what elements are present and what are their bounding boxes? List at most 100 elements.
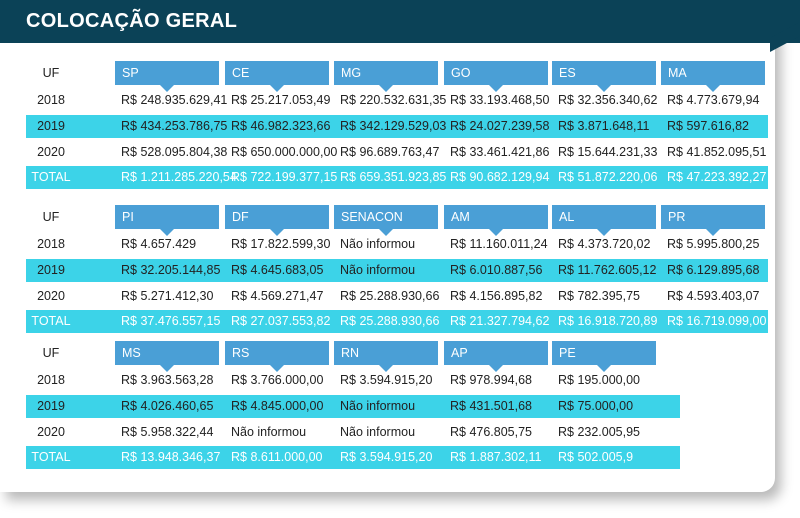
table-cell: R$ 5.995.800,25	[667, 237, 760, 251]
table-cell: R$ 4.569.271,47	[231, 289, 324, 303]
table-row: 2020 R$ 5.958.322,44 Não informou Não infor…	[26, 421, 680, 444]
table-cell: R$ 5.958.322,44	[121, 425, 214, 439]
header-pointer	[489, 365, 503, 372]
table-row: 2020 R$ 5.271.412,30 R$ 4.569.271,47 R$ 25.…	[26, 285, 768, 308]
table-cell: R$ 476.805,75	[450, 425, 533, 439]
table-cell: R$ 24.027.239,58	[450, 119, 550, 133]
page-title: COLOCAÇÃO GERAL	[26, 10, 238, 32]
table-cell: Não informou	[340, 237, 416, 251]
table-cell: R$ 25.288.930,66	[340, 289, 440, 303]
table-cell: R$ 722.199.377,15	[231, 170, 338, 184]
table-cell: R$ 502.005,9	[558, 450, 634, 464]
table-row: 2018 R$ 3.963.563,28 R$ 3.766.000,00 R$ 3.5…	[26, 369, 680, 392]
header-pointer	[706, 85, 720, 92]
table-cell: Não informou	[340, 425, 416, 439]
column-header-am: AM	[444, 205, 548, 236]
column-header-ap: AP	[444, 341, 548, 372]
column-header-label: RN	[341, 346, 360, 360]
table-cell: R$ 8.611.000,00	[231, 450, 323, 464]
column-header-label: MG	[341, 66, 362, 80]
column-header-go: GO	[444, 61, 548, 92]
header-pointer	[160, 365, 174, 372]
table-row: 2018 R$ 248.935.629,41 R$ 25.217.053,49 R$ …	[26, 89, 768, 112]
table-cell: R$ 96.689.763,47	[340, 145, 440, 159]
header-pointer	[379, 229, 393, 236]
table-cell: R$ 4.645.683,05	[231, 263, 324, 277]
table-cell: R$ 11.762.605,12	[558, 263, 657, 277]
table-cell: R$ 27.037.553,82	[231, 314, 331, 328]
row-year-label: 2020	[37, 425, 65, 439]
column-header-label: MS	[122, 346, 141, 360]
column-header-label: RS	[232, 346, 250, 360]
table-cell: R$ 75.000,00	[558, 399, 634, 413]
table-cell: R$ 6.129.895,68	[667, 263, 760, 277]
table-cell: R$ 3.871.648,11	[558, 119, 650, 133]
table-row: 2019 R$ 434.253.786,75 R$ 46.982.323,66 R$ …	[26, 115, 768, 138]
table-cell: R$ 220.532.631,35	[340, 93, 447, 107]
table-cell: R$ 4.593.403,07	[667, 289, 760, 303]
column-header-ms: MS	[115, 341, 219, 372]
table-cell: R$ 17.822.599,30	[231, 237, 331, 251]
header-pointer	[379, 365, 393, 372]
table-cell: R$ 4.657.429	[121, 237, 197, 251]
column-header-label: SP	[122, 66, 139, 80]
table-cell: R$ 41.852.095,51	[667, 145, 767, 159]
column-header-senacon: SENACON	[334, 205, 438, 236]
table-cell: R$ 5.271.412,30	[121, 289, 214, 303]
column-header-mg: MG	[334, 61, 438, 92]
table-cell: R$ 15.644.231,33	[558, 145, 658, 159]
header-row: UF PI DF SENACON AM AL PR	[0, 205, 800, 236]
table-cell: R$ 51.872.220,06	[558, 170, 658, 184]
table-cell: R$ 25.217.053,49	[231, 93, 331, 107]
header-pointer	[489, 229, 503, 236]
header-pointer	[597, 229, 611, 236]
uf-label: UF	[42, 210, 60, 224]
table-cell: R$ 32.205.144,85	[121, 263, 221, 277]
row-year-label: 2020	[37, 289, 65, 303]
column-header-label: ES	[559, 66, 576, 80]
header-pointer	[270, 365, 284, 372]
table-cell: R$ 6.010.887,56	[450, 263, 543, 277]
column-header-label: MA	[668, 66, 687, 80]
row-year-label: 2019	[37, 263, 65, 277]
column-header-label: PR	[668, 210, 686, 224]
table-cell: R$ 21.327.794,62	[450, 314, 550, 328]
table-cell: R$ 32.356.340,62	[558, 93, 658, 107]
table-cell: R$ 978.994,68	[450, 373, 533, 387]
table-cell: R$ 659.351.923,85	[340, 170, 447, 184]
column-header-ce: CE	[225, 61, 329, 92]
column-header-rs: RS	[225, 341, 329, 372]
column-header-label: AP	[451, 346, 468, 360]
table-cell: R$ 37.476.557,15	[121, 314, 221, 328]
row-year-label: 2019	[37, 119, 65, 133]
title-bar: COLOCAÇÃO GERAL	[0, 0, 800, 43]
table-row: 2019 R$ 4.026.460,65 R$ 4.845.000,00 Não in…	[26, 395, 680, 418]
column-header-pi: PI	[115, 205, 219, 236]
column-header-pe: PE	[552, 341, 656, 372]
column-header-label: AL	[559, 210, 575, 224]
column-header-al: AL	[552, 205, 656, 236]
table-cell: Não informou	[231, 425, 307, 439]
header-row: UF SP CE MG GO ES MA	[0, 61, 800, 92]
column-header-ma: MA	[661, 61, 765, 92]
row-year-label: 2018	[37, 93, 65, 107]
table-cell: R$ 16.918.720,89	[558, 314, 658, 328]
column-header-label: AM	[451, 210, 470, 224]
table-cell: R$ 248.935.629,41	[121, 93, 228, 107]
column-header-label: PE	[559, 346, 576, 360]
uf-label: UF	[42, 66, 60, 80]
header-pointer	[706, 229, 720, 236]
table-cell: R$ 434.253.786,75	[121, 119, 228, 133]
column-header-label: GO	[451, 66, 471, 80]
table-cell: R$ 4.373.720,02	[558, 237, 651, 251]
row-year-label: TOTAL	[31, 170, 71, 184]
table-row: 2020 R$ 528.095.804,38 R$ 650.000.000,00 R$…	[26, 141, 768, 164]
column-header-es: ES	[552, 61, 656, 92]
table-cell: R$ 528.095.804,38	[121, 145, 228, 159]
uf-label: UF	[42, 346, 60, 360]
column-header-label: CE	[232, 66, 250, 80]
table-cell: R$ 431.501,68	[450, 399, 533, 413]
row-year-label: 2019	[37, 399, 65, 413]
column-header-df: DF	[225, 205, 329, 236]
